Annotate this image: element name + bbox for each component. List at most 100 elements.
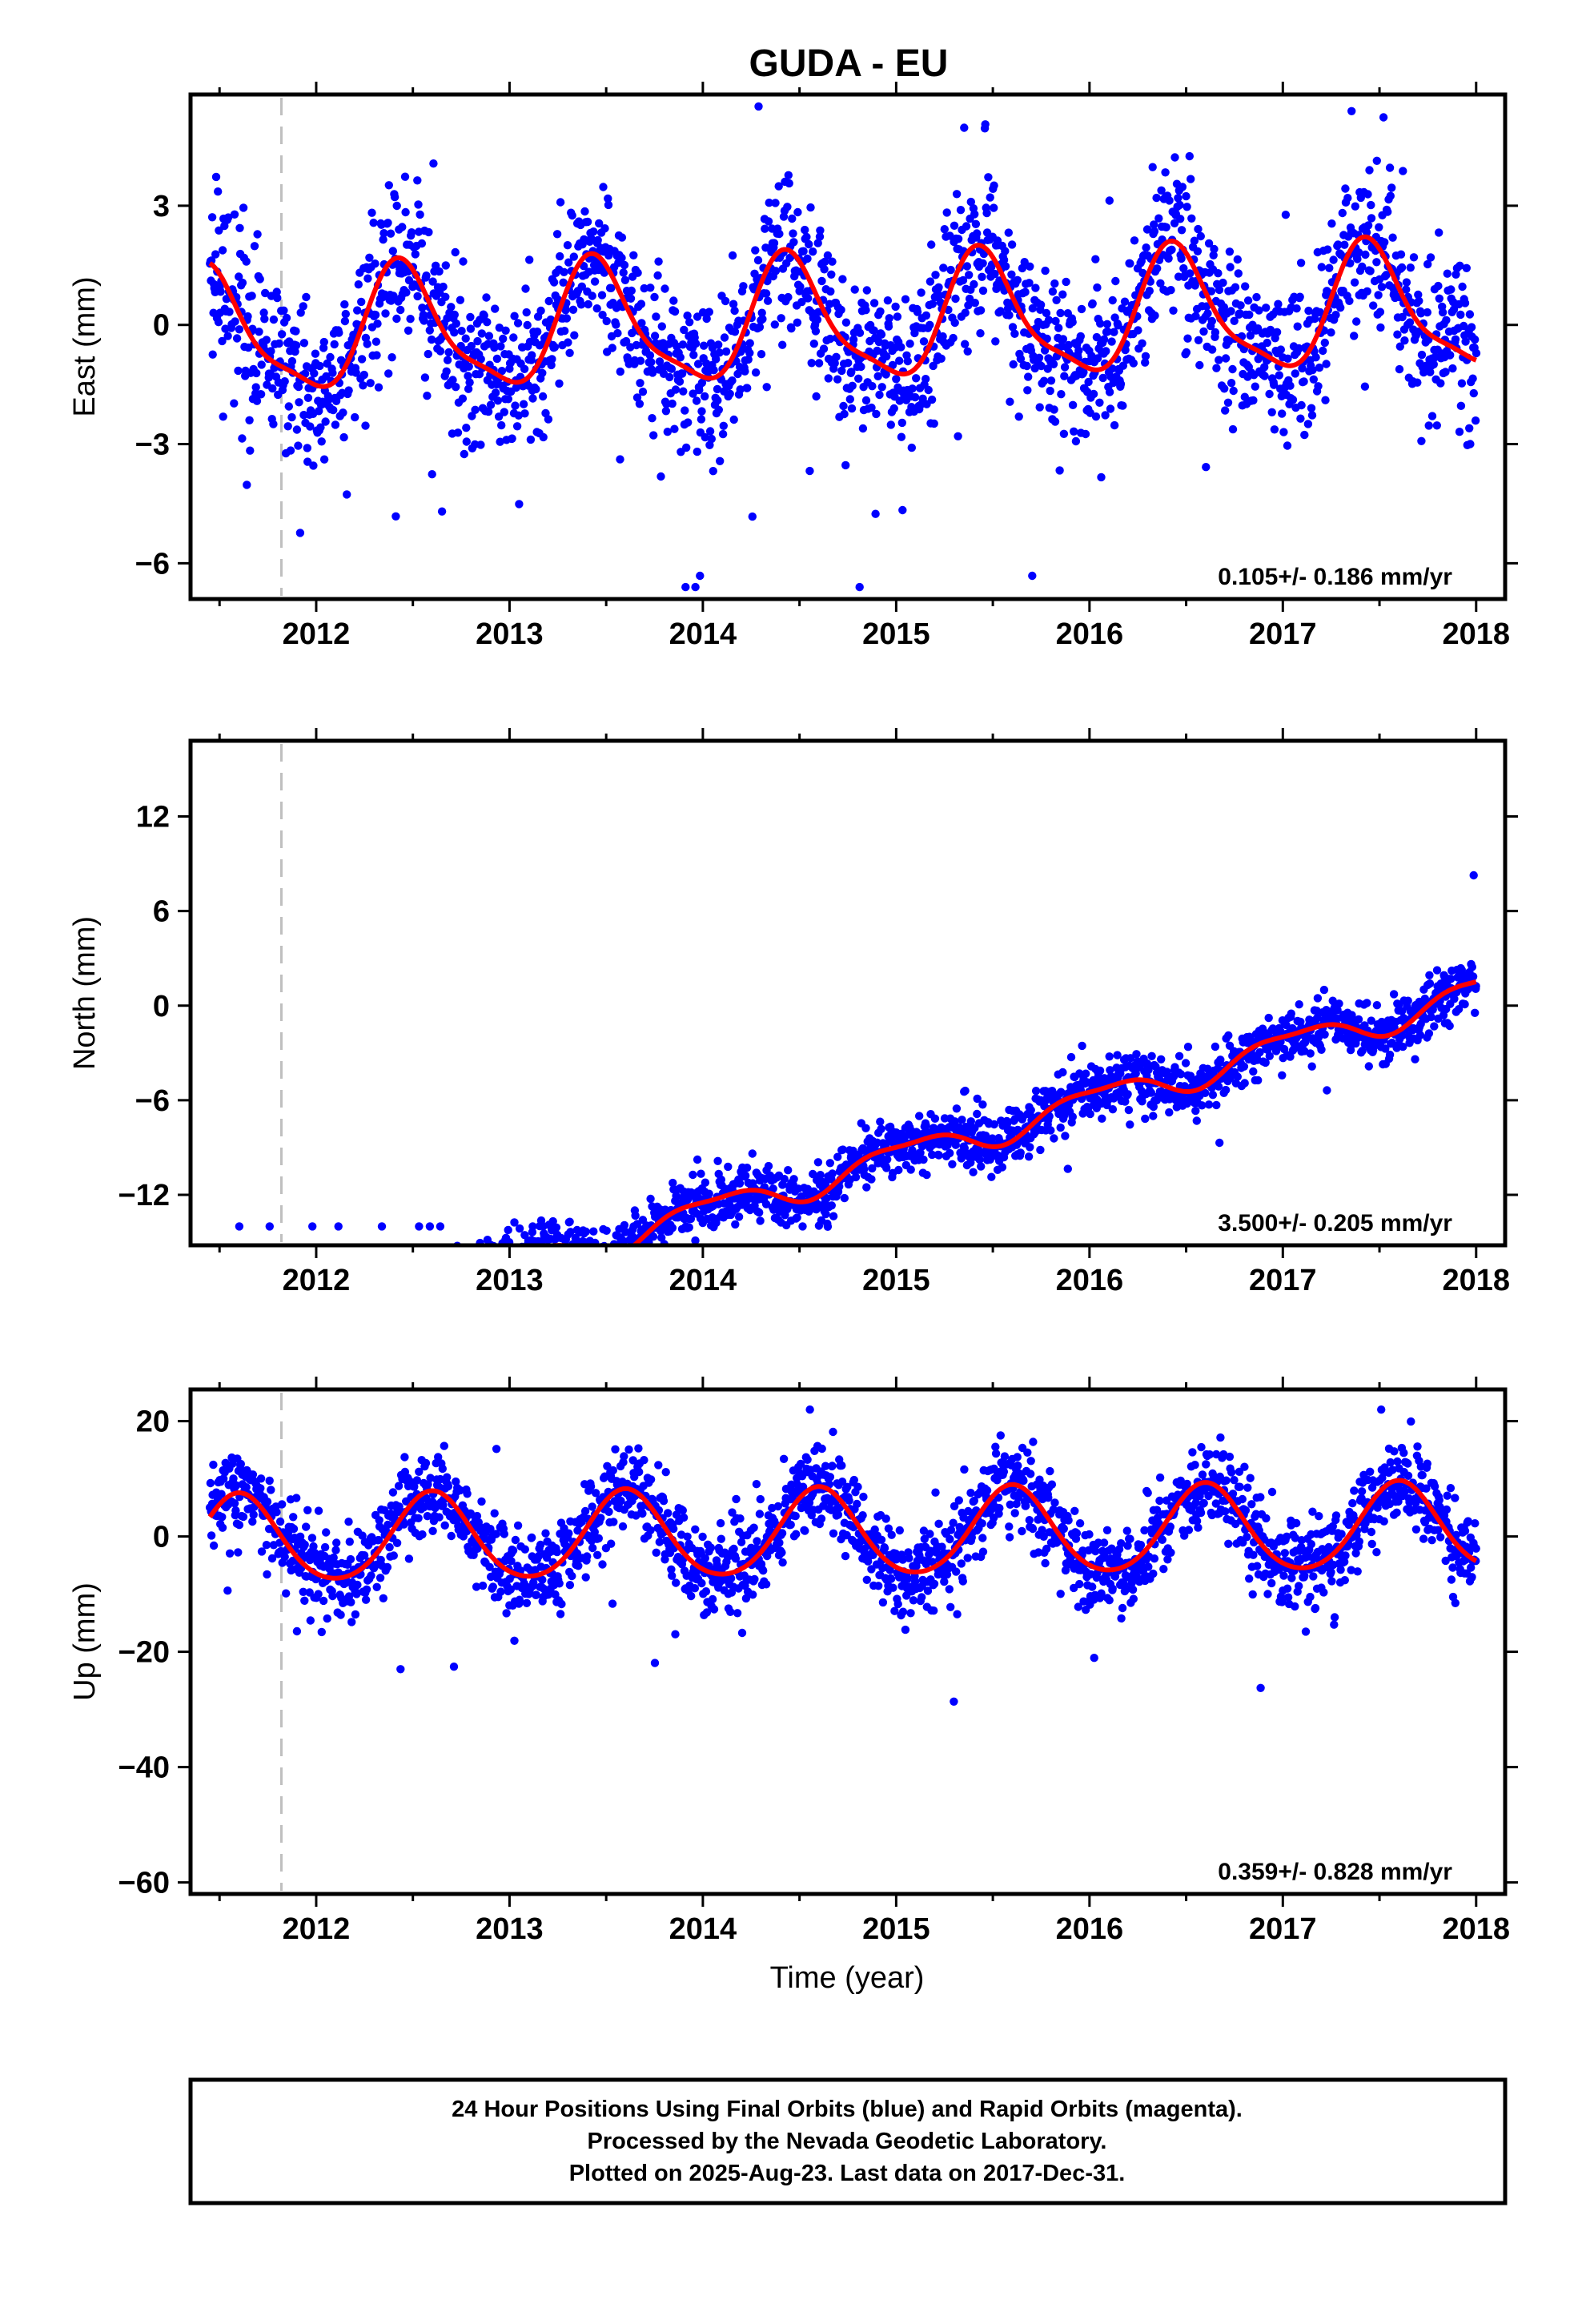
data-point xyxy=(464,1297,472,1305)
data-point xyxy=(452,319,460,328)
data-point xyxy=(209,1361,217,1369)
data-point xyxy=(401,207,410,217)
data-point xyxy=(729,300,738,308)
data-point xyxy=(1430,1022,1439,1031)
data-point xyxy=(921,1121,930,1130)
data-point xyxy=(588,1272,596,1280)
data-point xyxy=(998,1163,1007,1172)
data-point xyxy=(226,1339,234,1347)
data-point xyxy=(1456,310,1465,320)
data-point xyxy=(733,369,742,379)
data-point xyxy=(628,1255,636,1263)
data-point xyxy=(990,181,998,190)
data-point xyxy=(1446,351,1455,360)
data-point xyxy=(1249,396,1258,405)
data-point xyxy=(211,172,221,182)
data-point xyxy=(343,1324,351,1332)
data-point xyxy=(374,1535,383,1545)
data-point xyxy=(491,304,500,313)
data-point xyxy=(253,230,262,239)
data-point xyxy=(451,1296,459,1304)
x-tick-label: 2017 xyxy=(1249,617,1317,651)
data-point xyxy=(1375,223,1383,231)
data-point xyxy=(444,1270,452,1278)
data-point xyxy=(713,1156,722,1166)
data-point xyxy=(1298,364,1307,373)
data-point xyxy=(1315,308,1324,317)
data-point xyxy=(293,1304,301,1312)
data-point xyxy=(910,392,920,402)
data-point xyxy=(224,1361,232,1369)
data-point xyxy=(219,1474,228,1483)
data-point xyxy=(691,339,701,348)
data-point xyxy=(311,1316,319,1324)
data-point xyxy=(1150,227,1159,236)
data-point xyxy=(275,1517,285,1526)
data-point xyxy=(1461,337,1470,346)
data-point xyxy=(1050,1134,1058,1143)
data-point xyxy=(1082,1078,1091,1087)
data-point xyxy=(841,460,850,470)
data-point xyxy=(861,396,871,405)
y-tick-label: −3 xyxy=(135,428,170,462)
data-point xyxy=(876,307,885,316)
data-point xyxy=(558,1258,566,1266)
data-point xyxy=(287,412,296,422)
data-point xyxy=(1336,304,1345,312)
data-point xyxy=(1001,247,1010,255)
data-point xyxy=(249,1510,258,1519)
data-point xyxy=(886,420,896,429)
data-point xyxy=(392,314,401,324)
data-point xyxy=(1307,411,1317,420)
data-point xyxy=(1276,345,1286,354)
data-point xyxy=(208,1358,216,1366)
data-point xyxy=(424,1315,432,1323)
data-point xyxy=(296,308,305,317)
data-point xyxy=(626,294,636,303)
data-point xyxy=(298,1313,306,1321)
data-point xyxy=(1157,186,1166,195)
data-point xyxy=(755,323,765,332)
data-point xyxy=(594,1261,602,1269)
data-point xyxy=(841,318,851,327)
data-point xyxy=(320,1542,330,1552)
data-point xyxy=(644,1263,652,1271)
data-point xyxy=(239,203,248,212)
data-point xyxy=(1185,151,1195,161)
data-point xyxy=(891,302,900,312)
data-point xyxy=(913,308,922,316)
data-point xyxy=(1025,279,1034,287)
data-point xyxy=(562,314,572,323)
data-point xyxy=(417,1272,425,1280)
data-point xyxy=(1320,338,1330,348)
data-point xyxy=(1279,428,1288,436)
data-point xyxy=(624,1248,632,1256)
data-point xyxy=(1164,254,1173,263)
data-point xyxy=(412,1307,420,1315)
data-point xyxy=(1449,305,1459,314)
data-point xyxy=(270,1332,278,1340)
data-point xyxy=(440,1316,448,1324)
data-point xyxy=(227,1347,235,1355)
data-point xyxy=(685,1223,693,1232)
data-point xyxy=(697,415,706,424)
data-point xyxy=(215,226,223,235)
data-point xyxy=(1416,309,1426,318)
data-point xyxy=(1231,283,1240,292)
data-point xyxy=(255,1327,263,1335)
data-point xyxy=(486,400,496,409)
data-point xyxy=(217,1490,226,1498)
data-point xyxy=(1212,364,1221,372)
data-point xyxy=(318,1305,326,1313)
data-point xyxy=(1060,372,1069,380)
data-point xyxy=(1157,1055,1166,1064)
data-point xyxy=(447,1297,455,1305)
data-point xyxy=(265,1222,274,1231)
data-point xyxy=(705,308,713,316)
data-point xyxy=(390,1269,398,1277)
data-point xyxy=(391,1291,400,1299)
data-point xyxy=(798,1222,807,1231)
data-point xyxy=(439,1280,447,1288)
data-point xyxy=(436,1293,444,1301)
data-point xyxy=(321,417,330,426)
